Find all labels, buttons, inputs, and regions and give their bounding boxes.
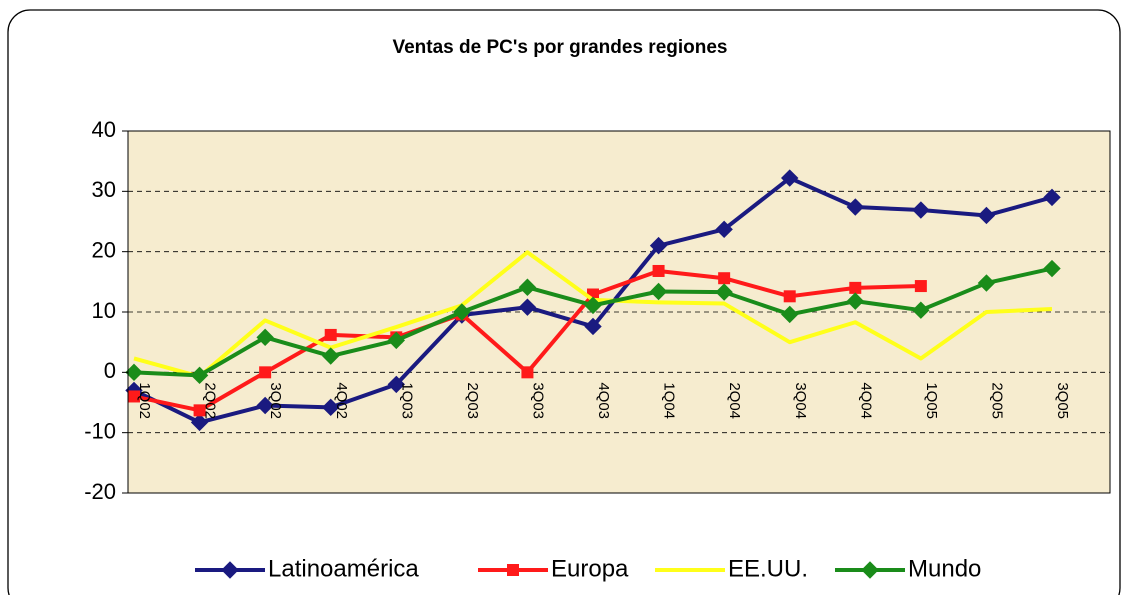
marker — [387, 375, 405, 394]
marker — [584, 317, 602, 336]
marker — [128, 390, 140, 403]
marker — [649, 236, 668, 255]
x-tick-label: 2Q03 — [464, 382, 481, 419]
x-tick-label: 4Q03 — [595, 382, 612, 419]
marker — [125, 363, 143, 382]
marker — [715, 283, 733, 301]
legend-label: Mundo — [908, 555, 981, 582]
x-tick-label: 3Q02 — [267, 382, 284, 419]
marker — [256, 328, 274, 347]
marker — [718, 272, 731, 285]
y-tick-label: 10 — [92, 298, 116, 323]
y-tick-label: -20 — [84, 479, 116, 504]
marker — [912, 301, 930, 319]
marker — [518, 298, 537, 316]
chart-title: Ventas de PC's por grandes regiones — [392, 37, 727, 58]
marker — [190, 366, 209, 385]
marker — [221, 561, 239, 579]
x-tick-label: 3Q03 — [529, 382, 546, 419]
x-tick-label: 4Q02 — [333, 382, 350, 419]
marker — [518, 278, 537, 296]
x-tick-label: 2Q05 — [988, 382, 1005, 419]
lines — [125, 169, 1061, 432]
marker — [846, 292, 864, 310]
marker — [322, 347, 340, 365]
legend-label: Europa — [551, 555, 629, 582]
marker — [322, 398, 340, 417]
x-tick-label: 1Q03 — [398, 382, 415, 419]
legend-label: Latinoamérica — [268, 555, 419, 582]
marker — [846, 198, 864, 216]
y-tick-label: 20 — [92, 237, 116, 262]
marker — [912, 201, 930, 219]
x-tick-label: 3Q05 — [1054, 382, 1071, 419]
marker — [507, 564, 519, 576]
marker — [256, 396, 274, 415]
marker — [649, 282, 668, 301]
marker — [1043, 188, 1061, 207]
marker — [453, 303, 471, 321]
x-tick-label: 2Q04 — [726, 382, 743, 419]
marker — [914, 280, 927, 293]
y-tick-label: 40 — [92, 117, 116, 142]
marker — [521, 366, 534, 379]
y-tick-label: 0 — [104, 358, 116, 383]
marker — [324, 328, 337, 341]
marker — [781, 305, 799, 324]
x-tick-label: 1Q05 — [923, 382, 940, 419]
y-tick-label: 30 — [92, 177, 116, 202]
x-tick-label: 1Q02 — [136, 382, 153, 419]
marker — [190, 413, 209, 432]
marker — [715, 220, 733, 239]
marker — [781, 169, 799, 187]
legend: Latinoamérica Europa EE.UU. Mundo — [195, 555, 981, 582]
legend-label: EE.UU. — [728, 555, 808, 582]
x-tick-label: 2Q02 — [202, 382, 219, 419]
marker — [977, 206, 996, 225]
marker — [652, 264, 665, 277]
marker — [259, 366, 272, 379]
x-tick-label: 3Q04 — [792, 382, 809, 419]
x-tick-label: 4Q04 — [857, 382, 874, 419]
marker — [783, 290, 796, 303]
marker — [584, 296, 602, 315]
x-tick-label: 1Q04 — [661, 382, 678, 419]
marker — [861, 561, 879, 579]
marker — [387, 331, 405, 350]
marker — [193, 404, 206, 417]
marker — [1043, 259, 1061, 278]
marker — [977, 274, 996, 292]
y-tick-label: -10 — [84, 418, 116, 443]
marker — [849, 281, 862, 294]
